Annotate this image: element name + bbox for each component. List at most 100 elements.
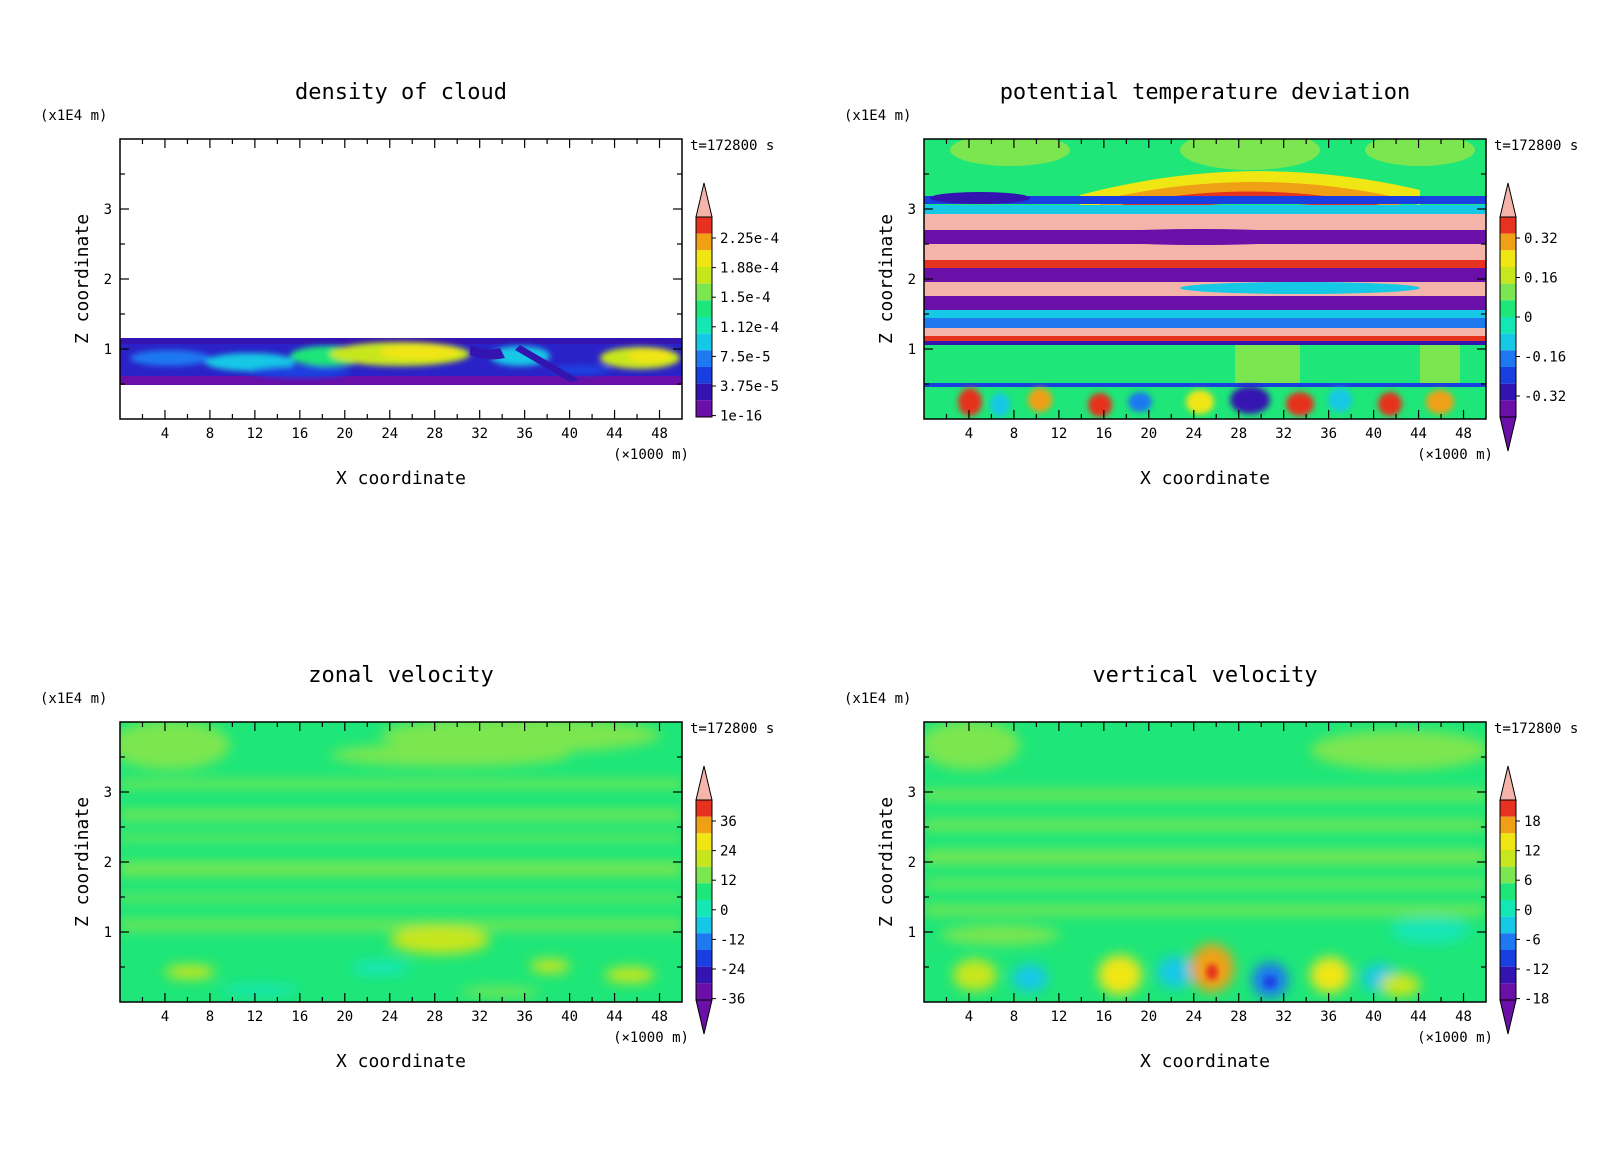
x-tick-label: 44 bbox=[1410, 426, 1427, 442]
colorbar-segment bbox=[1500, 966, 1516, 984]
y-tick-label: 2 bbox=[908, 855, 916, 871]
colorbar-label: -0.32 bbox=[1524, 389, 1566, 405]
x-tick-label: 16 bbox=[291, 426, 308, 442]
colorbar-segment bbox=[696, 833, 712, 850]
y-axis-label: Z coordinate bbox=[876, 214, 897, 344]
colorbar-segment bbox=[1500, 400, 1516, 417]
plot-area bbox=[120, 722, 682, 1002]
colorbar-segment bbox=[696, 916, 712, 934]
plot-area bbox=[924, 722, 1486, 1002]
colorbar-segment bbox=[1500, 833, 1516, 850]
colorbar-label: 18 bbox=[1524, 814, 1541, 830]
panel-title: potential temperature deviation bbox=[1000, 80, 1411, 105]
time-label: t=172800 s bbox=[1494, 138, 1578, 154]
panel-title: vertical velocity bbox=[1092, 663, 1317, 688]
colorbar-frame bbox=[695, 216, 713, 418]
x-tick-label: 4 bbox=[161, 1009, 169, 1025]
time-label: t=172800 s bbox=[690, 721, 774, 737]
x-tick-label: 40 bbox=[1365, 426, 1382, 442]
colorbar-segment bbox=[696, 966, 712, 984]
x-tick-label: 28 bbox=[1230, 1009, 1247, 1025]
colorbar-label: 0 bbox=[720, 903, 728, 919]
colorbar-segment bbox=[1500, 883, 1516, 900]
colorbar-segment bbox=[696, 300, 712, 317]
colorbar-segment bbox=[696, 283, 712, 301]
time-label: t=172800 s bbox=[690, 138, 774, 154]
colorbar-label: -12 bbox=[720, 932, 745, 948]
x-unit-label: (×1000 m) bbox=[613, 1030, 689, 1046]
colorbar-label: 1.12e-4 bbox=[720, 320, 779, 336]
colorbar-label: -6 bbox=[1524, 932, 1541, 948]
colorbar-segment bbox=[696, 333, 712, 351]
colorbar-segment bbox=[1500, 217, 1516, 234]
colorbar-label: 24 bbox=[720, 844, 737, 860]
colorbar-label: 7.5e-5 bbox=[720, 349, 771, 365]
y-tick-label: 1 bbox=[104, 925, 112, 941]
colorbar-label: 12 bbox=[720, 873, 737, 889]
x-unit-label: (×1000 m) bbox=[1417, 1030, 1493, 1046]
colorbar-label: 6 bbox=[1524, 873, 1532, 889]
y-unit-label: (x1E4 m) bbox=[844, 691, 911, 707]
colorbar-label: 1.5e-4 bbox=[720, 290, 771, 306]
y-axis-label: Z coordinate bbox=[72, 214, 93, 344]
colorbar-label: -24 bbox=[720, 962, 745, 978]
colorbar-segment bbox=[1500, 916, 1516, 934]
colorbar-segment bbox=[1500, 333, 1516, 351]
colorbar-segment bbox=[696, 400, 712, 417]
colorbar: 18 12 6 0 -6 -12 -18 bbox=[1499, 765, 1549, 1035]
colorbar-label: -0.16 bbox=[1524, 350, 1566, 366]
colorbar-label: 0.16 bbox=[1524, 271, 1558, 287]
y-tick-label: 1 bbox=[104, 342, 112, 358]
x-tick-label: 8 bbox=[206, 426, 214, 442]
x-tick-label: 20 bbox=[336, 426, 353, 442]
x-tick-label: 36 bbox=[1320, 426, 1337, 442]
plot-area bbox=[924, 139, 1486, 419]
x-tick-label: 40 bbox=[1365, 1009, 1382, 1025]
y-tick-label: 1 bbox=[908, 342, 916, 358]
x-tick-label: 4 bbox=[965, 426, 973, 442]
panel-title: zonal velocity bbox=[308, 663, 493, 688]
x-tick-label: 36 bbox=[516, 1009, 533, 1025]
x-axis-label: X coordinate bbox=[336, 1051, 466, 1072]
colorbar-label: -18 bbox=[1524, 992, 1549, 1008]
y-unit-label: (x1E4 m) bbox=[40, 691, 107, 707]
colorbar-arrow-bottom bbox=[695, 999, 713, 1035]
colorbar-segment bbox=[1500, 317, 1516, 334]
colorbar-segment bbox=[696, 367, 712, 384]
colorbar-label: 36 bbox=[720, 814, 737, 830]
y-axis-label: Z coordinate bbox=[876, 797, 897, 927]
x-tick-label: 4 bbox=[161, 426, 169, 442]
y-tick-label: 2 bbox=[908, 272, 916, 288]
colorbar-segment bbox=[1500, 933, 1516, 950]
y-tick-label: 3 bbox=[908, 202, 916, 218]
colorbar-label: 0 bbox=[1524, 310, 1532, 326]
colorbar-label: 2.25e-4 bbox=[720, 231, 779, 247]
colorbar: 36 24 12 0 -12 -24 -36 bbox=[695, 765, 745, 1035]
x-tick-label: 32 bbox=[1275, 426, 1292, 442]
colorbar-arrow-top bbox=[695, 765, 713, 801]
colorbar-arrow-top bbox=[1499, 182, 1517, 218]
x-tick-label: 28 bbox=[426, 426, 443, 442]
colorbar-segment bbox=[1500, 267, 1516, 284]
colorbar-segment bbox=[1500, 800, 1516, 817]
colorbar-label: -12 bbox=[1524, 962, 1549, 978]
x-axis-label: X coordinate bbox=[336, 468, 466, 489]
colorbar-segment bbox=[696, 250, 712, 267]
colorbar-segment bbox=[696, 816, 712, 834]
x-tick-label: 48 bbox=[1455, 426, 1472, 442]
y-tick-label: 2 bbox=[104, 855, 112, 871]
x-tick-label: 24 bbox=[381, 1009, 398, 1025]
x-tick-label: 48 bbox=[1455, 1009, 1472, 1025]
y-axis-label: Z coordinate bbox=[72, 797, 93, 927]
colorbar-segment bbox=[696, 317, 712, 334]
panel-zonal-velocity: zonal velocity (x1E4 m) t=172800 s bbox=[40, 663, 774, 1072]
colorbar-segment bbox=[1500, 866, 1516, 884]
colorbar-label: -36 bbox=[720, 992, 745, 1008]
colorbar-segment bbox=[1500, 367, 1516, 384]
x-tick-label: 12 bbox=[1050, 426, 1067, 442]
x-axis-label: X coordinate bbox=[1140, 1051, 1270, 1072]
plot-area bbox=[120, 139, 682, 419]
colorbar-segment bbox=[696, 800, 712, 817]
